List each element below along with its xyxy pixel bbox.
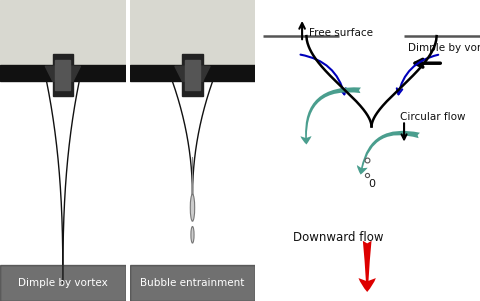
Text: Bubble entrainment: Bubble entrainment (140, 278, 245, 288)
Polygon shape (45, 66, 81, 81)
Polygon shape (175, 66, 210, 81)
Text: Downward flow: Downward flow (293, 231, 384, 244)
Text: Dimple by vortex: Dimple by vortex (18, 278, 108, 288)
Ellipse shape (191, 226, 194, 243)
Text: 0: 0 (368, 178, 375, 189)
Bar (130, 65, 255, 81)
Bar (53, 54, 73, 96)
Ellipse shape (190, 194, 195, 221)
Bar (130, 265, 255, 301)
Bar (185, 60, 200, 90)
Text: Dimple by vortex: Dimple by vortex (408, 43, 480, 53)
Bar (55, 60, 71, 90)
Text: Circular flow: Circular flow (400, 112, 465, 123)
Bar (182, 54, 203, 96)
Bar (0, 65, 126, 81)
Bar (0, 265, 126, 301)
Bar (0, 0, 126, 66)
Text: Free surface: Free surface (309, 28, 372, 38)
Bar (130, 0, 255, 66)
